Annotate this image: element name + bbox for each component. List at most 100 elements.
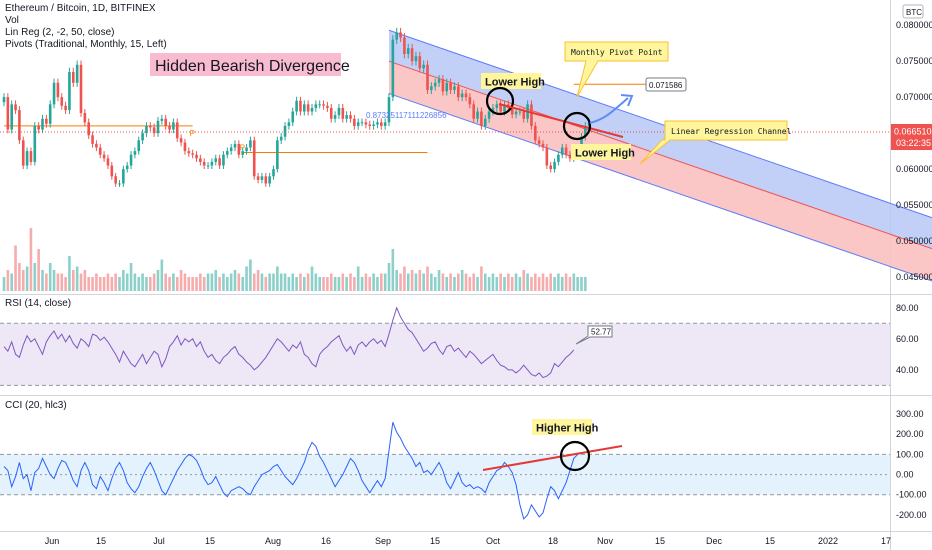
candle-body-147 <box>568 154 572 159</box>
volume-bar-112 <box>433 277 437 291</box>
candle-body-51 <box>199 158 202 162</box>
lower-high-bottom-circle <box>562 111 592 141</box>
indicator-pivots[interactable]: Pivots (Traditional, Monthly, 15, Left) <box>5 39 167 50</box>
candle-body-10 <box>41 118 44 130</box>
volume-bar-147 <box>568 277 572 291</box>
indicator-linreg[interactable]: Lin Reg (2, -2, 50, close) <box>5 27 115 38</box>
volume-bar-80 <box>310 266 314 291</box>
volume-bar-45 <box>175 277 179 291</box>
hidden-bearish-label: Hidden Bearish Divergence <box>155 58 350 75</box>
volume-bar-18 <box>72 270 75 291</box>
candle-body-138 <box>534 125 537 141</box>
candle-body-124 <box>480 111 483 126</box>
volume-bar-146 <box>564 273 568 291</box>
cci-tick-label-0: 300.00 <box>896 409 924 419</box>
volume-bar-46 <box>179 270 183 291</box>
volume-bar-99 <box>383 273 387 291</box>
volume-bar-149 <box>576 277 579 291</box>
candle-body-34 <box>133 151 137 155</box>
volume-bar-105 <box>406 273 410 291</box>
candle-body-90 <box>349 115 352 119</box>
volume-bars <box>2 228 587 291</box>
candle-body-3 <box>14 104 17 111</box>
indicator-vol[interactable]: Vol <box>5 15 19 26</box>
candle-body-91 <box>353 118 356 126</box>
symbol-title[interactable]: Ethereum / Bitcoin, 1D, BITFINEX <box>5 3 156 14</box>
candle-body-25 <box>98 147 102 155</box>
currency-badge[interactable]: BTC <box>906 8 922 17</box>
volume-bar-2 <box>10 273 13 291</box>
volume-bar-50 <box>195 277 198 291</box>
currency-badge-box[interactable] <box>902 4 924 19</box>
candle-body-87 <box>337 107 341 116</box>
volume-bar-84 <box>326 277 329 291</box>
price-tick-label-2: 0.070000 <box>896 92 932 102</box>
candle-body-76 <box>295 100 298 112</box>
candle-body-47 <box>183 142 187 152</box>
volume-bar-78 <box>303 277 306 291</box>
volume-bar-135 <box>522 270 526 291</box>
volume-bar-58 <box>226 277 229 291</box>
volume-bar-133 <box>514 273 518 291</box>
candle-body-62 <box>241 151 244 155</box>
target-arrow-head <box>620 94 634 107</box>
candle-body-73 <box>283 125 287 137</box>
volume-bar-47 <box>183 273 187 291</box>
candle-body-120 <box>464 93 468 98</box>
candle-body-106 <box>410 48 414 62</box>
candle-body-122 <box>472 104 475 119</box>
candle-body-60 <box>233 143 237 148</box>
volume-bar-98 <box>380 273 383 291</box>
candle-body-107 <box>414 56 418 62</box>
time-tick-label-5: 16 <box>321 536 331 546</box>
volume-bar-122 <box>472 273 475 291</box>
monthly-pivot-label: Monthly Pivot Point <box>571 48 663 57</box>
cci-tick-label-1: 200.00 <box>896 429 924 439</box>
candle-body-110 <box>426 64 429 90</box>
volume-bar-67 <box>260 273 264 291</box>
time-tick-label-0: Jun <box>45 536 60 546</box>
candle-body-11 <box>45 118 48 124</box>
candle-body-103 <box>399 32 402 38</box>
volume-bar-102 <box>395 270 398 291</box>
candle-body-94 <box>364 122 368 125</box>
price-tick-label-5: 0.055000 <box>896 200 932 210</box>
volume-bar-104 <box>403 266 406 291</box>
candle-body-84 <box>326 105 329 108</box>
rsi-legend[interactable]: RSI (14, close) <box>5 298 72 309</box>
time-tick-label-8: Oct <box>486 536 501 546</box>
hidden-bearish-label-bg <box>150 53 341 76</box>
volume-bar-143 <box>553 277 556 291</box>
volume-bar-126 <box>487 277 491 291</box>
candle-body-104 <box>403 37 406 54</box>
candle-body-130 <box>503 104 506 112</box>
candle-body-114 <box>441 79 445 92</box>
volume-bar-95 <box>368 277 372 291</box>
volume-bar-4 <box>18 263 21 291</box>
volume-bar-97 <box>376 277 379 291</box>
lower-high-top-bg <box>481 73 541 89</box>
time-tick-label-13: 15 <box>765 536 775 546</box>
candle-body-102 <box>395 32 398 40</box>
candle-body-70 <box>272 169 275 177</box>
candle-body-128 <box>495 104 499 108</box>
rsi-tick-label-0: 80.00 <box>896 303 919 313</box>
candle-body-24 <box>95 143 98 148</box>
volume-bar-55 <box>214 270 218 291</box>
candle-body-96 <box>372 124 375 126</box>
volume-bar-94 <box>364 273 368 291</box>
candle-body-74 <box>287 122 291 126</box>
volume-bar-136 <box>526 273 529 291</box>
candle-body-141 <box>545 147 549 166</box>
candle-body-137 <box>530 104 533 126</box>
volume-bar-11 <box>45 273 48 291</box>
candle-body-50 <box>195 154 198 159</box>
volume-bar-113 <box>437 270 441 291</box>
volume-bar-37 <box>145 277 148 291</box>
cci-legend[interactable]: CCI (20, hlc3) <box>5 400 67 411</box>
volume-bar-3 <box>14 245 17 291</box>
volume-bar-77 <box>299 273 302 291</box>
candle-body-72 <box>279 136 283 141</box>
current-price-value: 0.066510 <box>894 127 932 137</box>
candle-body-98 <box>380 122 383 126</box>
